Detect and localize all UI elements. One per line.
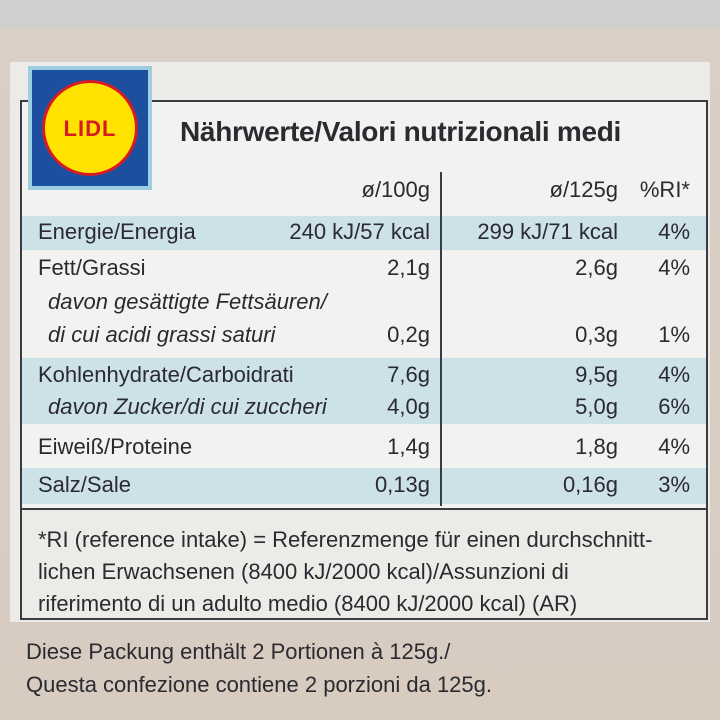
table-title: Nährwerte/Valori nutrizionali medi bbox=[180, 116, 622, 147]
row-band bbox=[22, 358, 706, 424]
value-per-125g: 9,5g bbox=[575, 362, 618, 387]
row-label: davon Zucker/di cui zuccheri bbox=[48, 394, 327, 419]
row-label: Fett/Grassi bbox=[38, 255, 146, 280]
row-label: Salz/Sale bbox=[38, 472, 131, 497]
value-per-100g: 7,6g bbox=[387, 362, 430, 387]
footnote-box bbox=[20, 506, 708, 620]
logo-circle bbox=[42, 80, 138, 176]
row-label: Energie/Energia bbox=[38, 219, 196, 244]
value-per-125g: 1,8g bbox=[575, 434, 618, 459]
column-header: ø/125g bbox=[549, 177, 619, 202]
package-note-line: Diese Packung enthält 2 Portionen à 125g… bbox=[26, 639, 451, 664]
value-ri: 4% bbox=[658, 219, 690, 244]
value-per-100g: 240 kJ/57 kcal bbox=[289, 219, 430, 244]
row-label: Eiweiß/Proteine bbox=[38, 434, 193, 459]
footnote-line: *RI (reference intake) = Referenzmenge f… bbox=[38, 527, 653, 552]
value-ri: 4% bbox=[658, 362, 690, 387]
value-per-100g: 4,0g bbox=[387, 394, 430, 419]
value-ri: 1% bbox=[658, 322, 690, 347]
value-ri: 4% bbox=[658, 255, 690, 280]
value-ri: 6% bbox=[658, 394, 690, 419]
value-ri: 4% bbox=[658, 434, 690, 459]
row-label: Kohlenhydrate/Carboidrati bbox=[38, 362, 294, 387]
value-per-125g: 299 kJ/71 kcal bbox=[477, 219, 618, 244]
value-per-100g: 0,2g bbox=[387, 322, 430, 347]
value-per-100g: 1,4g bbox=[387, 434, 430, 459]
column-divider bbox=[440, 172, 442, 506]
value-per-125g: 0,16g bbox=[562, 472, 618, 497]
footnote-line: lichen Erwachsenen (8400 kJ/2000 kcal)/A… bbox=[38, 559, 569, 584]
value-per-125g: 5,0g bbox=[575, 394, 618, 419]
footnote-line: riferimento di un adulto medio (8400 kJ/… bbox=[38, 591, 578, 616]
row-band bbox=[22, 468, 706, 504]
value-per-100g: 0,13g bbox=[374, 472, 430, 497]
row-label: davon gesättigte Fettsäuren/ bbox=[48, 289, 327, 314]
row-label: di cui acidi grassi saturi bbox=[48, 322, 276, 347]
value-per-125g: 2,6g bbox=[575, 255, 618, 280]
value-ri: 3% bbox=[658, 472, 690, 497]
column-header: ø/100g bbox=[361, 177, 431, 202]
column-header: %RI* bbox=[639, 177, 690, 202]
value-per-125g: 0,3g bbox=[575, 322, 618, 347]
package-note-line: Questa confezione contiene 2 porzioni da… bbox=[26, 672, 492, 697]
logo: LIDL bbox=[28, 66, 152, 190]
row-band bbox=[22, 216, 706, 250]
logo-text: LIDL bbox=[63, 116, 117, 141]
value-per-100g: 2,1g bbox=[387, 255, 430, 280]
